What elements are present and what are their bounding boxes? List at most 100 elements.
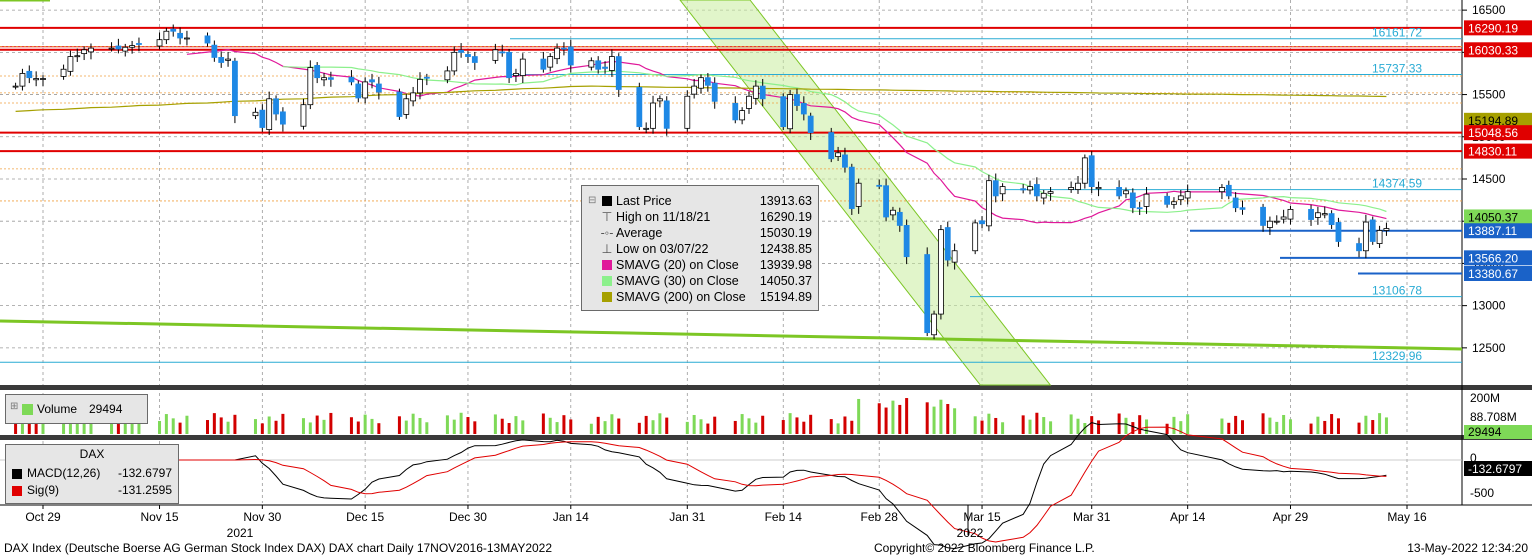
signal-value: -131.2595	[117, 483, 172, 497]
candle-body	[1075, 182, 1081, 190]
candle-body	[252, 111, 259, 117]
volume-bar	[1282, 414, 1286, 434]
candle-body	[1335, 222, 1342, 242]
candle-body	[1362, 221, 1369, 252]
volume-bar	[994, 417, 998, 434]
volume-bar	[843, 416, 847, 434]
legend-value: 15194.89	[759, 290, 812, 304]
volume-bar	[110, 421, 114, 434]
candle-body	[1081, 157, 1088, 184]
candle-body	[321, 77, 327, 81]
candle-body	[396, 91, 403, 117]
candle-body	[300, 104, 307, 127]
candle-body	[547, 56, 554, 68]
volume-bar	[754, 422, 758, 434]
volume-bar	[589, 423, 593, 434]
candle-body	[471, 56, 478, 63]
legend-label: SMAVG (200) on Close	[616, 290, 746, 304]
candle-body	[499, 51, 506, 54]
candle-body	[307, 67, 314, 106]
legend-value: 12438.85	[759, 242, 812, 256]
candle-body	[691, 85, 698, 95]
average-marker-icon: -◦-	[600, 226, 614, 240]
macd-line	[15, 422, 1387, 550]
volume-bar	[1336, 418, 1340, 434]
volume-bar	[1268, 417, 1272, 434]
macd-badge-label: -132.6797	[1468, 462, 1522, 476]
collapse-toggle-icon[interactable]: ⊟	[588, 195, 597, 206]
candle-body	[465, 54, 471, 57]
candle-body	[739, 110, 746, 121]
volume-bar	[953, 408, 957, 434]
panel-separator	[0, 435, 1532, 440]
date-tick-label: Nov 15	[141, 510, 179, 524]
candle-body	[273, 98, 279, 115]
volume-bar	[891, 400, 895, 434]
volume-bar	[1186, 414, 1190, 434]
volume-bar	[260, 423, 264, 434]
price-legend: ⊟ Last Price 13913.63 ⊤ High on 11/18/21…	[581, 185, 819, 311]
candle-body	[595, 60, 602, 70]
candle-body	[663, 100, 670, 129]
legend-value: 13939.98	[759, 258, 812, 272]
volume-bar	[637, 422, 641, 434]
volume-bar	[562, 415, 566, 434]
candle-body	[780, 96, 787, 128]
volume-bar	[713, 416, 717, 434]
candle-body	[1047, 191, 1054, 194]
volume-bar	[603, 421, 607, 434]
volume-bar	[610, 414, 614, 434]
legend-label: Low on 03/07/22	[616, 242, 709, 256]
volume-bar	[322, 419, 326, 434]
grid-lines	[0, 0, 1532, 506]
volume-bar	[500, 418, 504, 434]
candle-body	[759, 85, 766, 100]
volume-bar	[809, 414, 813, 434]
candle-body	[698, 77, 704, 89]
volume-bar	[1131, 422, 1135, 434]
volume-bar	[541, 413, 545, 434]
candle-body	[1116, 187, 1123, 197]
volume-bar	[20, 416, 24, 434]
candle-body	[554, 47, 560, 60]
volume-bar	[1028, 419, 1032, 434]
price-badge-label: 13566.20	[1468, 251, 1518, 265]
date-tick-label: Dec 15	[346, 510, 384, 524]
volume-bar	[1227, 422, 1231, 434]
volume-bar	[1323, 420, 1327, 434]
candle-body	[1219, 187, 1225, 193]
macd-tick-label: -500	[1470, 486, 1494, 500]
candle-body	[115, 45, 122, 50]
candle-body	[403, 98, 410, 115]
volume-bar	[733, 420, 737, 434]
sma30-line	[282, 66, 1387, 213]
candle-body	[1164, 195, 1171, 205]
candle-body	[266, 98, 273, 130]
macd-legend: DAX MACD(12,26) -132.6797 Sig(9) -131.25…	[5, 444, 179, 504]
signal-label: Sig(9)	[27, 483, 60, 497]
fib-level-label: 14374.59	[1372, 177, 1422, 191]
candle-body	[375, 83, 382, 93]
volume-bar	[411, 413, 415, 434]
low-marker-icon: ⊥	[601, 242, 613, 256]
collapse-toggle-icon[interactable]: ⊞	[10, 401, 19, 412]
volume-badge	[1464, 425, 1532, 439]
volume-bar	[973, 416, 977, 434]
candle-body	[999, 186, 1006, 195]
volume-bar	[1001, 422, 1005, 434]
price-badge	[1464, 223, 1532, 239]
volume-bar	[1275, 421, 1279, 434]
candle-body	[1280, 216, 1287, 220]
footer-description: DAX Index (Deutsche Boerse AG German Sto…	[4, 541, 553, 555]
legend-row-high: ⊤ High on 11/18/21 16290.19	[586, 209, 812, 225]
volume-bar	[877, 403, 881, 434]
sma20-swatch	[602, 260, 612, 270]
volume-bar	[898, 404, 902, 434]
volume-bar	[836, 423, 840, 434]
fib-level-label: 12329.96	[1372, 349, 1422, 363]
volume-bar	[1049, 421, 1053, 434]
candle-body	[1225, 184, 1232, 197]
volume-bar	[939, 399, 943, 434]
candle-body	[1040, 192, 1047, 199]
